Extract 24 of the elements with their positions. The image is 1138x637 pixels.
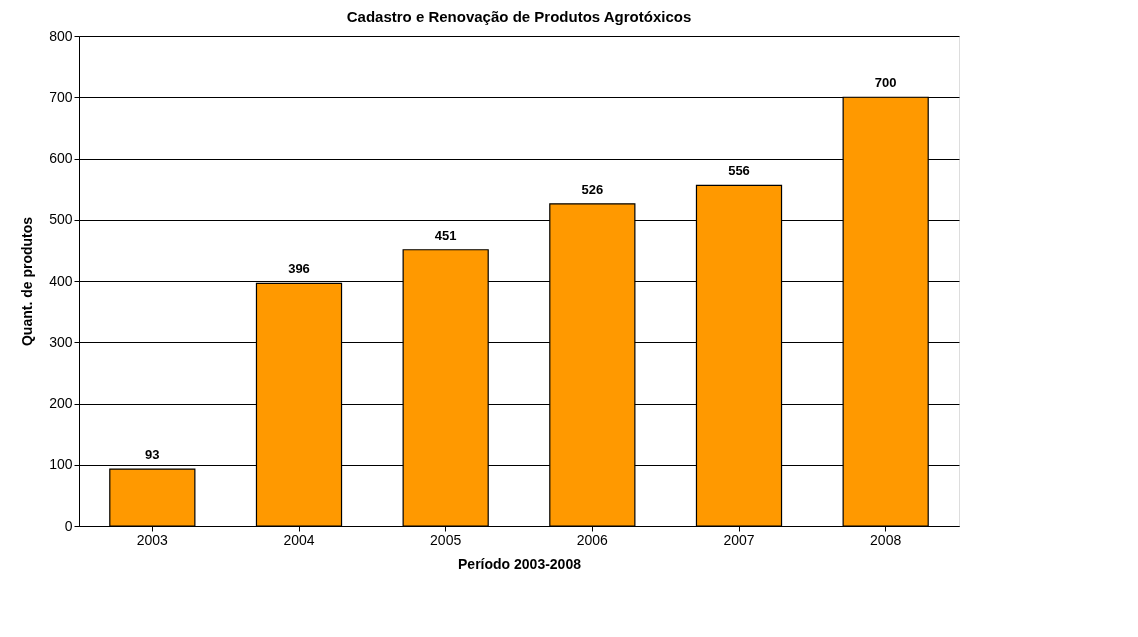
x-tick-label: 2005 — [430, 531, 462, 548]
x-tick-label: 2008 — [870, 531, 902, 548]
x-tick-label: 2004 — [283, 531, 315, 548]
data-label: 396 — [288, 261, 310, 277]
data-label: 556 — [728, 163, 750, 179]
y-tick-label: 100 — [49, 456, 73, 473]
y-tick-label: 700 — [49, 88, 73, 105]
y-tick-label: 200 — [49, 395, 73, 411]
chart-title: Cadastro e Renovação de Produtos Agrotóxicos — [346, 8, 692, 25]
y-tick-label: 800 — [49, 27, 73, 44]
x-tick-label: 2007 — [723, 531, 755, 548]
data-label: 93 — [145, 447, 160, 463]
x-axis-title: Período 2003-2008 — [458, 555, 582, 572]
data-label: 700 — [874, 75, 897, 91]
data-label: 451 — [434, 227, 457, 243]
y-tick-label: 400 — [49, 272, 73, 289]
y-tick-label: 600 — [49, 150, 73, 166]
x-tick-label: 2006 — [576, 531, 609, 548]
y-tick-label: 300 — [49, 333, 73, 350]
y-tick-label: 0 — [64, 517, 73, 534]
y-tick-label: 500 — [49, 211, 73, 228]
data-label: 526 — [581, 181, 604, 197]
x-tick-label: 2003 — [136, 531, 169, 548]
y-axis-title: Quant. de produtos — [19, 216, 36, 347]
